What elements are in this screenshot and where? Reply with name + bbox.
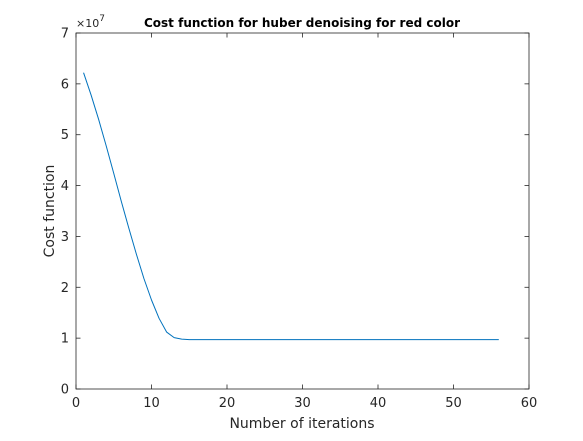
- x-tick-label: 0: [72, 396, 80, 411]
- x-tick-label: 40: [370, 396, 387, 411]
- y-tick-label: 7: [61, 27, 69, 42]
- y-axis-label: Cost function: [42, 165, 58, 258]
- y-tick-label: 5: [61, 128, 69, 143]
- x-tick-label: 60: [521, 396, 538, 411]
- x-tick-label: 50: [445, 396, 462, 411]
- y-tick-label: 1: [61, 332, 69, 347]
- y-tick-label: 0: [61, 383, 69, 398]
- x-tick-label: 10: [143, 396, 160, 411]
- y-tick-label: 6: [61, 77, 69, 92]
- ticks-layer: 0 10 20 30 40 50 60 0 1 2 3 4 5 6 7: [61, 27, 538, 412]
- y-exponent-power: 7: [99, 14, 105, 24]
- y-exponent-base: ×10: [76, 17, 99, 30]
- y-tick-label: 3: [61, 230, 69, 245]
- x-tick-label: 30: [294, 396, 311, 411]
- series-layer: [83, 72, 499, 341]
- y-tick-label: 2: [61, 281, 69, 296]
- x-axis-label: Number of iterations: [229, 416, 374, 432]
- x-tick-label: 20: [219, 396, 236, 411]
- y-tick-label: 4: [61, 179, 69, 194]
- chart-title: Cost function for huber denoising for re…: [144, 16, 460, 30]
- plot-area: [76, 33, 529, 389]
- y-axis-exponent: ×107: [76, 14, 105, 30]
- axes-box: [75, 32, 530, 390]
- series-line: [83, 72, 499, 341]
